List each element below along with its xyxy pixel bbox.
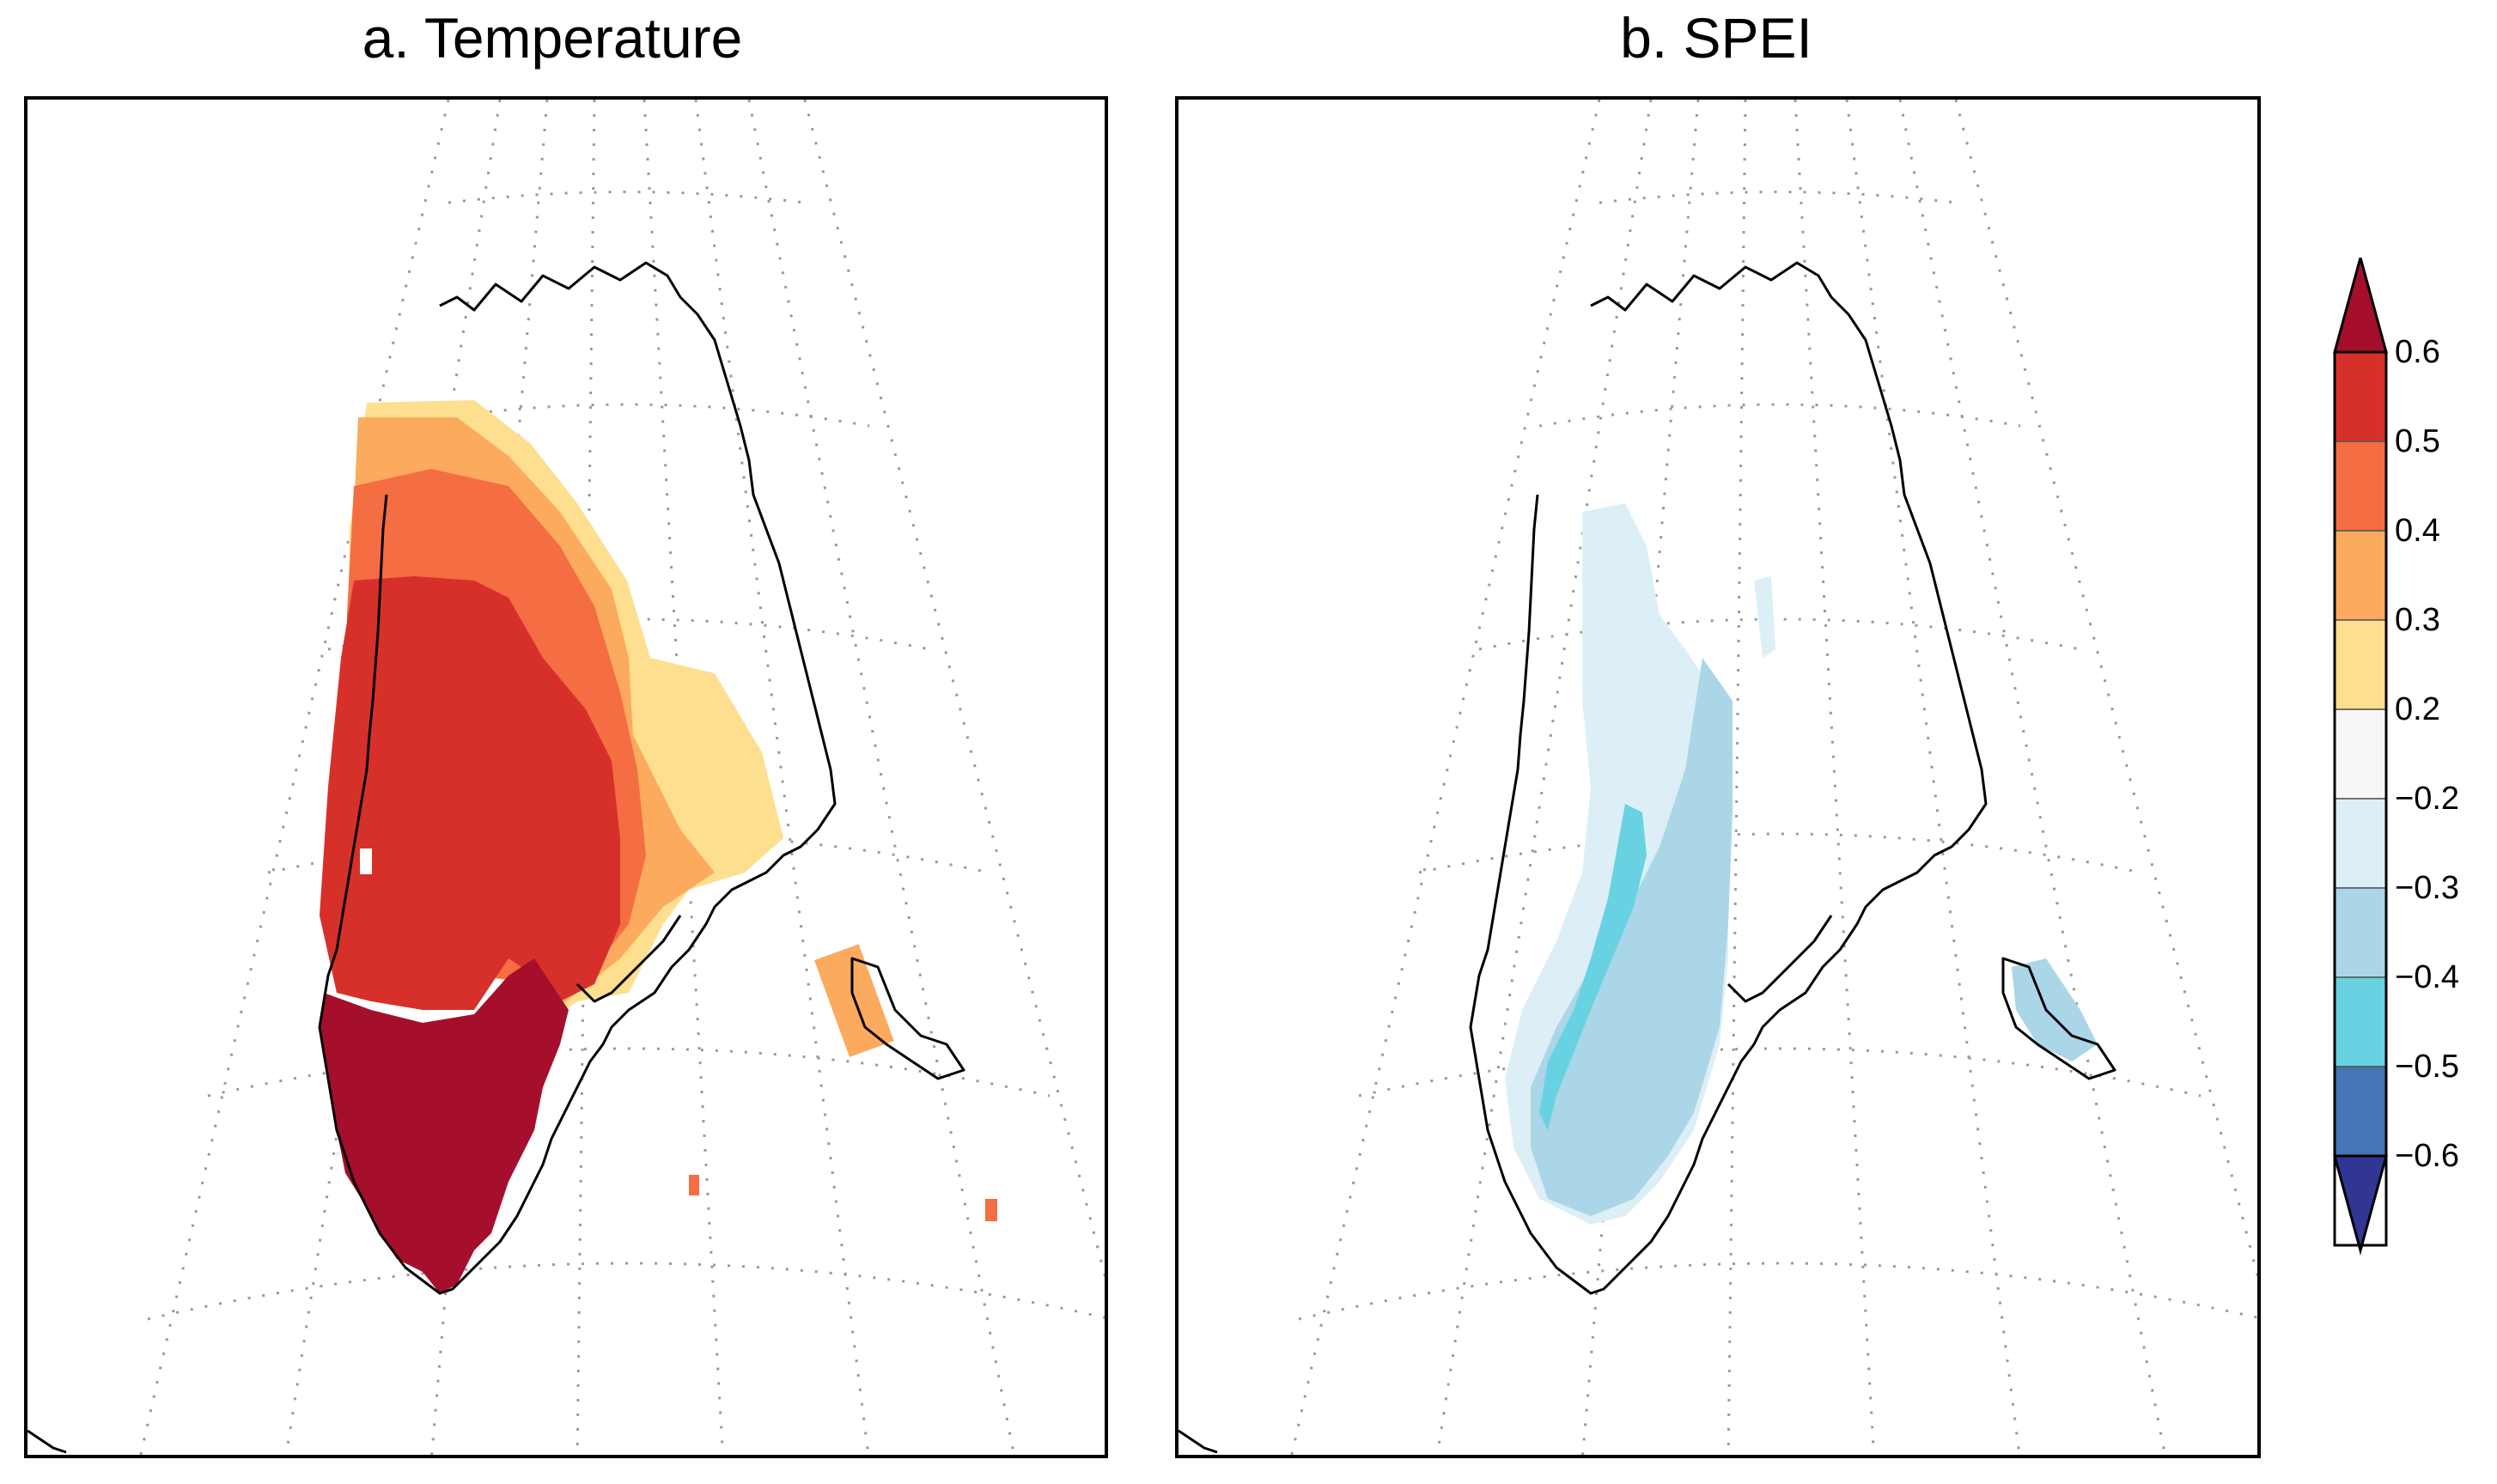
panel-a-title: a. Temperature bbox=[362, 6, 743, 70]
temp-region-0.5-0.6 bbox=[320, 576, 620, 1010]
spei-anomaly-regions bbox=[1505, 503, 2098, 1225]
spei-region-minus0.2-patch-east bbox=[1754, 576, 1775, 658]
temperature-map bbox=[27, 100, 1105, 1455]
colorbar-tick-label: −0.5 bbox=[2395, 1049, 2460, 1085]
panel-b-title: b. SPEI bbox=[1620, 6, 1812, 70]
colorbar-tick-label: −0.6 bbox=[2395, 1138, 2460, 1174]
colorbar-bin-5 bbox=[2334, 709, 2387, 800]
temp-region-above-0.6 bbox=[320, 958, 569, 1293]
colorbar-tick-label: 0.6 bbox=[2395, 334, 2440, 370]
spei-region-minus0.3-minus0.4 bbox=[1531, 658, 1733, 1216]
colorbar-bin-7 bbox=[2334, 887, 2387, 978]
colorbar bbox=[2333, 258, 2388, 1256]
colorbar-bin-1 bbox=[2334, 351, 2387, 442]
temp-ocean-cell-2 bbox=[985, 1199, 997, 1221]
colorbar-tick-label: −0.4 bbox=[2395, 959, 2460, 995]
temperature-map-panel bbox=[24, 96, 1108, 1458]
graticule bbox=[1290, 100, 2257, 1455]
colorbar-bin-2 bbox=[2334, 441, 2387, 532]
colorbar-bin-8 bbox=[2334, 976, 2387, 1067]
colorbar-tick-label: 0.5 bbox=[2395, 423, 2440, 459]
colorbar-tick-label: 0.3 bbox=[2395, 602, 2440, 638]
colorbar-bin-9 bbox=[2334, 1066, 2387, 1157]
colorbar-bin-4 bbox=[2334, 619, 2387, 710]
spei-region-minus0.3-east-island bbox=[2012, 958, 2098, 1061]
temperature-anomaly-regions bbox=[320, 400, 997, 1293]
colorbar-bin-top-triangle bbox=[2333, 258, 2388, 354]
spei-map-panel bbox=[1175, 96, 2261, 1458]
colorbar-frame bbox=[2333, 350, 2388, 1247]
greenland-coastline bbox=[27, 261, 965, 1454]
temp-ocean-cell-1 bbox=[689, 1175, 699, 1195]
spei-map bbox=[1178, 100, 2257, 1455]
temp-inland-gap bbox=[360, 848, 372, 874]
colorbar-bin-3 bbox=[2334, 530, 2387, 621]
colorbar-tick-label: −0.2 bbox=[2395, 781, 2460, 817]
colorbar-tick-label: 0.2 bbox=[2395, 691, 2440, 727]
colorbar-tick-label: 0.4 bbox=[2395, 513, 2440, 549]
spei-region-minus0.4-minus0.5 bbox=[1539, 804, 1647, 1130]
colorbar-bin-6 bbox=[2334, 798, 2387, 889]
colorbar-bin-bottom-triangle bbox=[2333, 1154, 2388, 1256]
colorbar-tick-label: −0.3 bbox=[2395, 870, 2460, 906]
greenland-coastline bbox=[1178, 261, 2116, 1454]
